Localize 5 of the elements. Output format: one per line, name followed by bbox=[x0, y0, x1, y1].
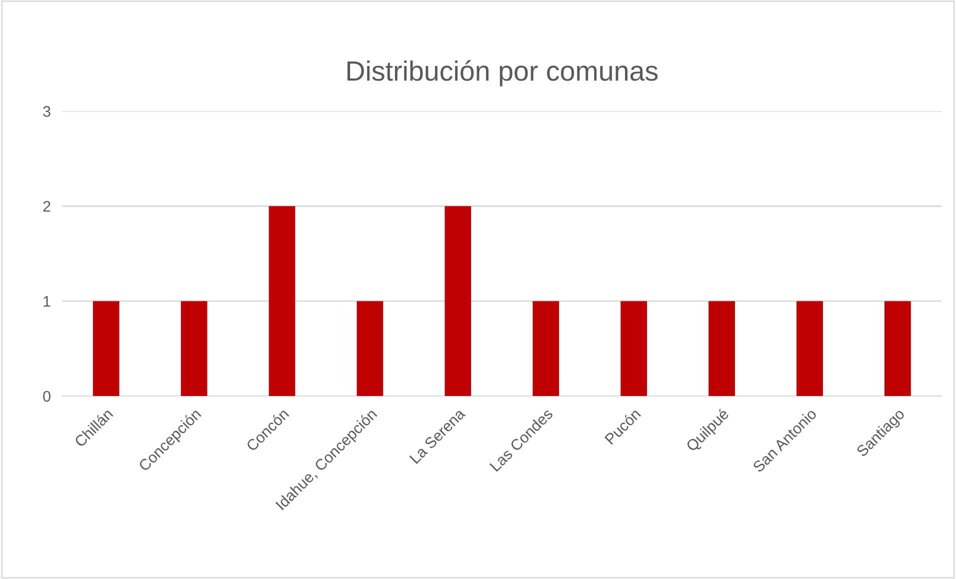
y-tick-label: 2 bbox=[43, 200, 50, 212]
chart-title: Distribución por comunas bbox=[347, 60, 658, 86]
y-tick-label: 0 bbox=[43, 390, 50, 402]
y-tick-label: 1 bbox=[44, 296, 50, 307]
y-tick-label: 3 bbox=[43, 106, 50, 117]
